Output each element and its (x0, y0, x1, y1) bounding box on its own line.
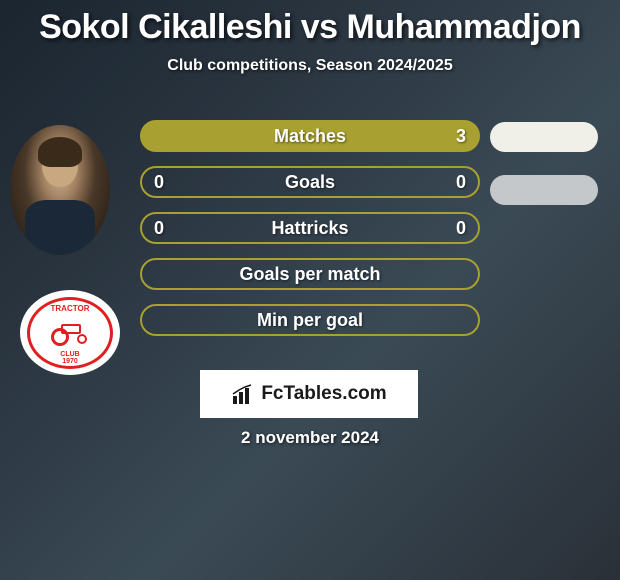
stat-right-value: 0 (436, 218, 466, 239)
badge-top-text: TRACTOR (51, 304, 90, 313)
stat-right-value: 0 (436, 172, 466, 193)
tractor-icon (51, 322, 89, 346)
date-text: 2 november 2024 (0, 428, 620, 448)
club-badge-left: TRACTOR CLUB 1970 (20, 290, 120, 375)
chart-icon (231, 384, 255, 404)
stat-row-gpm: Goals per match (140, 258, 480, 290)
stat-left-value: 0 (154, 172, 184, 193)
player-photo-left (10, 125, 110, 255)
badge-year: 1970 (62, 358, 78, 365)
stat-label: Goals per match (184, 264, 436, 285)
badge-bottom-text: CLUB (60, 351, 79, 358)
stat-right-value: 3 (436, 126, 466, 147)
stat-row-mpg: Min per goal (140, 304, 480, 336)
stats-area: Matches 3 0 Goals 0 0 Hattricks 0 Goals … (140, 120, 480, 350)
comparison-card: Sokol Cikalleshi vs Muhammadjon Club com… (0, 0, 620, 580)
stat-label: Matches (184, 126, 436, 147)
player-body-shape (25, 200, 95, 255)
stat-left-value: 0 (154, 218, 184, 239)
stat-label: Hattricks (184, 218, 436, 239)
stat-label: Min per goal (184, 310, 436, 331)
logo-text: FcTables.com (261, 383, 386, 405)
stat-label: Goals (184, 172, 436, 193)
page-title: Sokol Cikalleshi vs Muhammadjon (0, 0, 620, 47)
stat-row-hattricks: 0 Hattricks 0 (140, 212, 480, 244)
right-pill-2 (490, 175, 598, 205)
stat-row-matches: Matches 3 (140, 120, 480, 152)
subtitle: Club competitions, Season 2024/2025 (0, 57, 620, 75)
badge-inner: TRACTOR CLUB 1970 (27, 297, 113, 369)
stat-row-goals: 0 Goals 0 (140, 166, 480, 198)
fctables-logo: FcTables.com (200, 370, 418, 418)
right-pill-1 (490, 122, 598, 152)
